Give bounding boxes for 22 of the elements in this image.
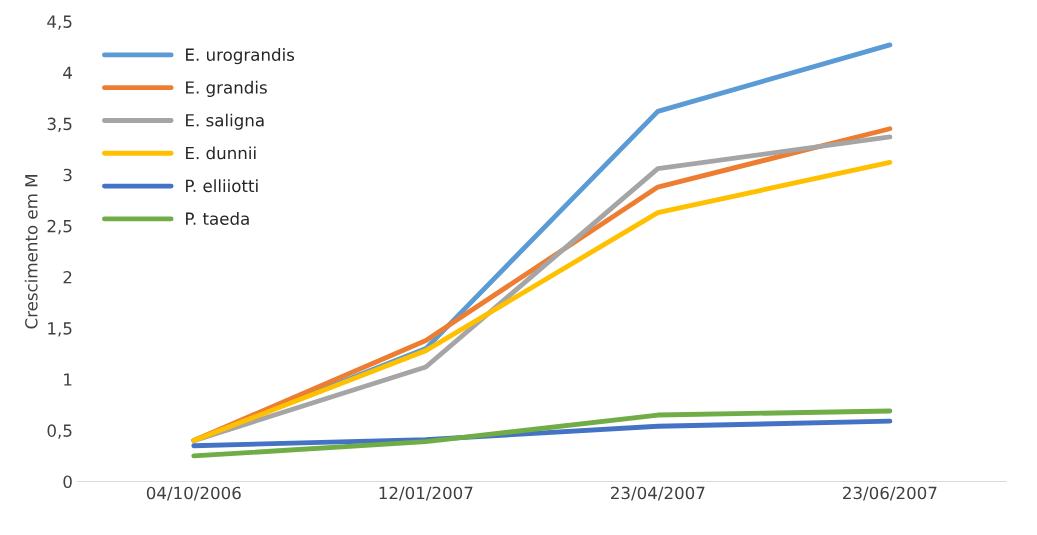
legend-label: E. grandis	[186, 80, 267, 97]
y-tick-label: 3,5	[47, 117, 72, 132]
x-tick-label: 04/10/2006	[146, 486, 241, 501]
legend-label: E. urograndis	[186, 48, 295, 65]
line-series	[191, 408, 893, 459]
x-tick-label: 23/04/2007	[611, 486, 705, 501]
y-tick-label: 2,5	[47, 219, 72, 235]
legend-label: E. saligna	[186, 113, 264, 130]
y-tick-label: 2	[63, 270, 72, 284]
y-tick-label: 4,5	[47, 15, 72, 30]
x-tick-label: 12/01/2007	[379, 486, 473, 501]
y-tick-label: 1,5	[48, 322, 72, 337]
y-tick-label: 0	[63, 475, 72, 489]
y-tick-label: 0,5	[47, 424, 72, 439]
y-tick-label: 1	[64, 373, 72, 386]
y-tick-label: 3	[63, 168, 72, 182]
legend-label: P. taeda	[186, 212, 249, 225]
legend-label: E. dunnii	[186, 146, 256, 160]
x-tick-label: 23/06/2007	[843, 486, 937, 501]
y-axis-title: Crescimento em M	[24, 175, 38, 329]
legend-label: P. elliiotti	[186, 179, 258, 193]
y-tick-label: 4	[63, 66, 72, 79]
